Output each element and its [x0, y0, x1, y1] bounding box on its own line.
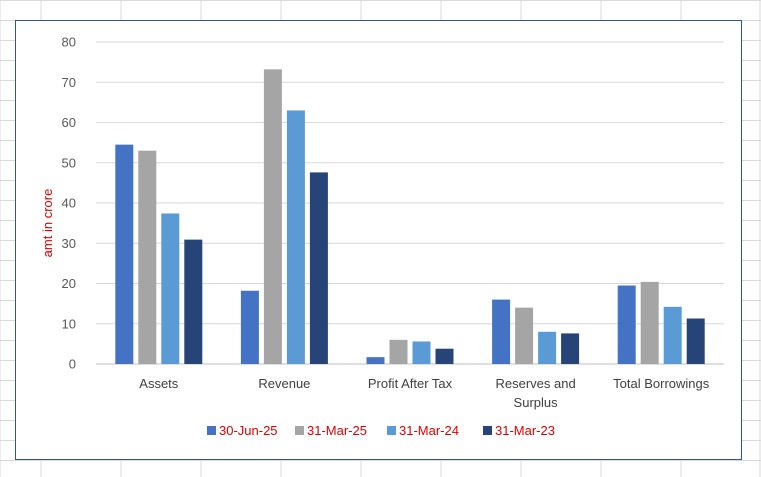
y-axis-ticks: 0 10 20 30 40 50 60 70 80	[62, 35, 76, 372]
bar[interactable]	[515, 307, 534, 364]
x-category-label: Profit After Tax	[368, 376, 453, 391]
y-tick-label: 50	[62, 155, 76, 170]
y-tick-label: 60	[62, 115, 76, 130]
legend-swatch	[207, 426, 216, 435]
legend-label: 31-Mar-25	[307, 423, 367, 438]
y-axis-title: amt in crore	[40, 189, 55, 258]
bar[interactable]	[161, 213, 180, 364]
legend-label: 31-Mar-24	[399, 423, 459, 438]
x-category-label: Revenue	[258, 376, 310, 391]
bar[interactable]	[366, 357, 385, 364]
y-tick-label: 80	[62, 35, 76, 50]
bar[interactable]	[263, 69, 282, 364]
bar[interactable]	[412, 341, 431, 364]
bar[interactable]	[492, 299, 511, 364]
bars	[115, 69, 705, 364]
legend[interactable]: 30-Jun-25 31-Mar-25 31-Mar-24 31-Mar-23	[207, 423, 555, 438]
bar[interactable]	[286, 110, 305, 364]
y-tick-label: 20	[62, 276, 76, 291]
y-tick-label: 40	[62, 196, 76, 211]
legend-item[interactable]: 30-Jun-25	[207, 423, 278, 438]
legend-swatch	[295, 426, 304, 435]
legend-label: 31-Mar-23	[495, 423, 555, 438]
y-tick-label: 70	[62, 75, 76, 90]
legend-swatch	[387, 426, 396, 435]
bar[interactable]	[686, 318, 705, 364]
legend-item[interactable]: 31-Mar-23	[483, 423, 555, 438]
legend-label: 30-Jun-25	[219, 423, 278, 438]
legend-swatch	[483, 426, 492, 435]
bar[interactable]	[115, 144, 134, 364]
bar[interactable]	[184, 239, 203, 364]
bar[interactable]	[435, 348, 454, 364]
x-axis-categories: Assets Revenue Profit After Tax Reserves an…	[139, 376, 709, 410]
bar-chart: 0 10 20 30 40 50 60 70 80 Assets Revenue Profit Af…	[40, 35, 724, 438]
bar[interactable]	[640, 281, 659, 364]
y-tick-label: 10	[62, 316, 76, 331]
bar[interactable]	[561, 333, 580, 364]
bar[interactable]	[240, 290, 259, 364]
bar[interactable]	[663, 306, 682, 364]
bar[interactable]	[389, 339, 408, 364]
bar[interactable]	[309, 172, 328, 364]
x-category-label: Total Borrowings	[613, 376, 710, 391]
bar[interactable]	[138, 150, 157, 364]
legend-item[interactable]: 31-Mar-24	[387, 423, 459, 438]
legend-item[interactable]: 31-Mar-25	[295, 423, 367, 438]
x-category-label: Assets	[139, 376, 179, 391]
bar[interactable]	[617, 285, 636, 364]
y-tick-label: 30	[62, 236, 76, 251]
x-category-label: Reserves and Surplus	[495, 376, 575, 410]
bar[interactable]	[538, 331, 557, 364]
chart-area[interactable]: 0 10 20 30 40 50 60 70 80 Assets Revenue Profit Af…	[15, 20, 742, 460]
y-tick-label: 0	[69, 357, 76, 372]
